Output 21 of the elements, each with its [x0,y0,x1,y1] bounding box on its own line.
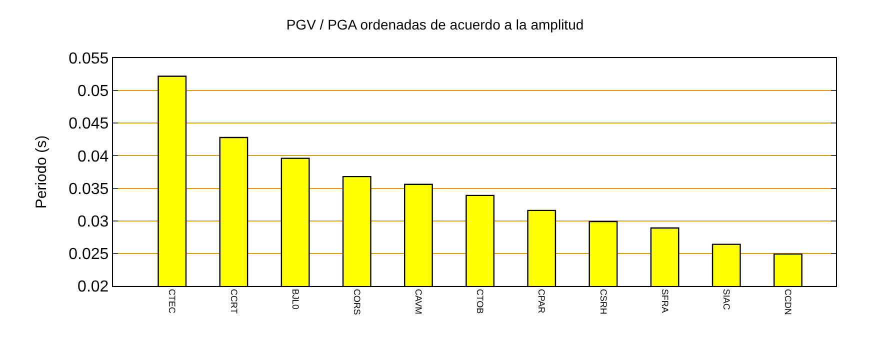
x-tick-label: CCDN [783,288,794,315]
y-tick-label: 0.025 [68,246,109,264]
y-tick-label: 0.05 [78,83,109,100]
x-tick-label: SFRA [660,288,670,313]
y-tick-label: 0.055 [68,50,109,68]
x-tick-label: CORS [352,288,362,315]
x-tick-label: CPAR [536,288,547,314]
y-tick-label: 0.02 [78,278,109,296]
x-tick-label: CSRH [598,288,608,314]
x-tick-label: BJL0 [290,288,300,310]
x-tick-label: CTEC [167,288,178,314]
y-tick-label: 0.03 [78,213,109,230]
x-tick-label: CCRT [228,288,239,314]
y-tick-label: 0.04 [78,148,109,166]
chart-title: PGV / PGA ordenadas de acuerdo a la amplitud [286,16,584,32]
x-tick-label: CTOB [475,288,486,314]
x-tick-label: CAVM [414,288,424,314]
y-axis-title: Periodo (s) [32,135,50,209]
x-tick-label: SIAC [721,288,732,310]
y-tick-label: 0.035 [68,180,109,198]
y-tick-label: 0.045 [68,116,109,133]
